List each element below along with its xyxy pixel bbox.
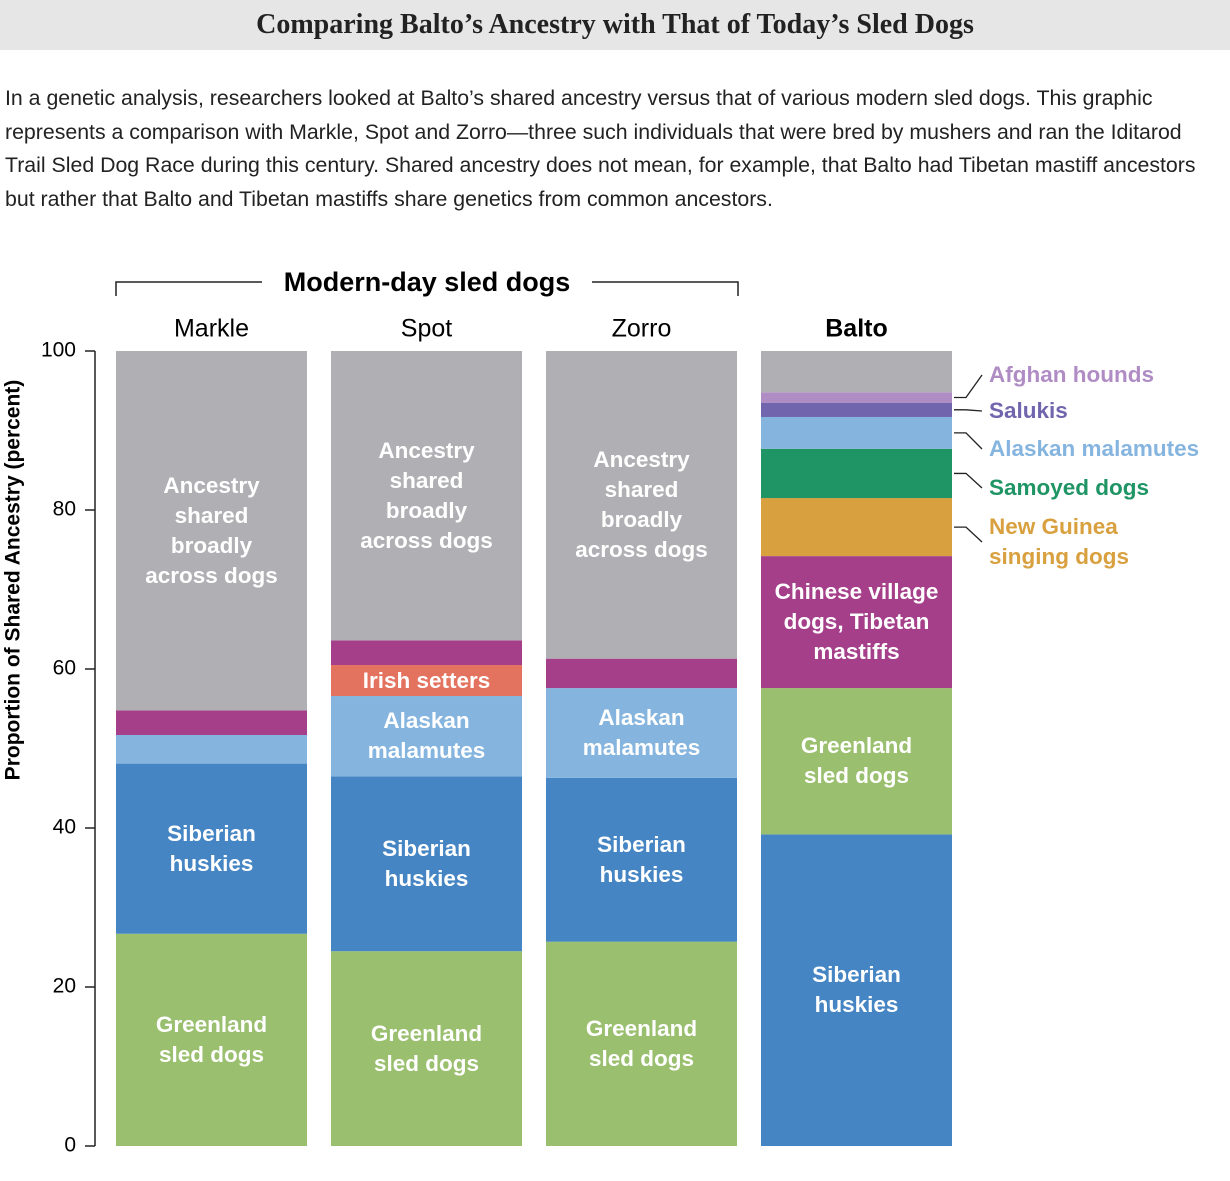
bracket [115, 281, 262, 296]
group-label: Modern-day sled dogs [284, 267, 571, 297]
segment-label: Chinese village dogs, Tibetan mastiffs [774, 579, 939, 665]
segment-label: Greenland sled dogs [585, 1015, 698, 1071]
bracket [592, 281, 739, 296]
bar-segment [331, 665, 522, 697]
bar-segment [116, 351, 307, 711]
y-axis-label: Proportion of Shared Ancestry (percent) [2, 380, 25, 781]
leader-line [954, 409, 983, 412]
bar-segment [331, 640, 522, 666]
category-label: Balto [825, 315, 888, 343]
bar-segment [761, 392, 952, 403]
bar-segment [331, 351, 522, 641]
side-label: Samoyed dogs [989, 475, 1150, 500]
bar-segment [761, 498, 952, 557]
bar-segment [761, 416, 952, 449]
segment-label: Siberian huskies [167, 820, 256, 876]
bar-segment [761, 688, 952, 835]
side-label: Alaskan malamutes [989, 436, 1200, 461]
segment-label: Ancestry shared broadly across dogs [360, 437, 493, 553]
bar-segment [116, 933, 307, 1146]
category-label: Spot [401, 315, 452, 343]
y-tick-label: 20 [53, 975, 76, 998]
segment-label: Greenland sled dogs [370, 1020, 483, 1076]
category-label: Markle [174, 315, 249, 343]
y-tick-label: 80 [53, 498, 76, 521]
header-band [0, 0, 1230, 50]
bar-segment [116, 763, 307, 934]
bar-segment [331, 696, 522, 777]
title: Comparing Balto’s Ancestry with That of … [256, 9, 974, 40]
side-label: Afghan hounds [989, 362, 1154, 387]
bar-segment [331, 776, 522, 952]
segment-label: Siberian huskies [597, 831, 686, 887]
bar-segment [546, 941, 737, 1146]
bar-segment [546, 658, 737, 689]
bar-segment [546, 777, 737, 942]
bar-segment [331, 951, 522, 1146]
side-label: New Guinea singing dogs [989, 514, 1129, 569]
description: In a genetic analysis, researchers looke… [5, 86, 1196, 211]
category-label: Zorro [612, 315, 672, 343]
segment-label: Alaskan malamutes [367, 708, 486, 764]
bar-segment [546, 351, 737, 659]
y-tick-label: 100 [41, 339, 76, 362]
segment-label: Siberian huskies [812, 962, 901, 1018]
bar-segment [761, 834, 952, 1146]
leader-line [954, 374, 983, 399]
segment-label: Ancestry shared broadly across dogs [145, 472, 278, 588]
segment-label: Alaskan malamutes [582, 704, 701, 760]
segment-label: Siberian huskies [382, 835, 471, 891]
bar-segment [546, 688, 737, 778]
segment-label: Irish setters [362, 667, 491, 693]
y-tick-label: 40 [53, 816, 76, 839]
leader-line [954, 432, 983, 450]
bar-segment [116, 734, 307, 764]
bar-segment [761, 556, 952, 689]
segment-label: Ancestry shared broadly across dogs [575, 446, 708, 562]
bar-segment [761, 402, 952, 417]
y-tick-label: 0 [64, 1134, 76, 1157]
leader-line [954, 526, 983, 543]
segment-label: Greenland sled dogs [155, 1011, 268, 1067]
side-label: Salukis [989, 398, 1068, 423]
bar-segment [761, 448, 952, 499]
leader-line [954, 472, 983, 489]
bar-segment [116, 710, 307, 735]
bar-segment [761, 351, 952, 393]
segment-label: Greenland sled dogs [800, 733, 913, 789]
y-tick-label: 60 [53, 657, 76, 680]
